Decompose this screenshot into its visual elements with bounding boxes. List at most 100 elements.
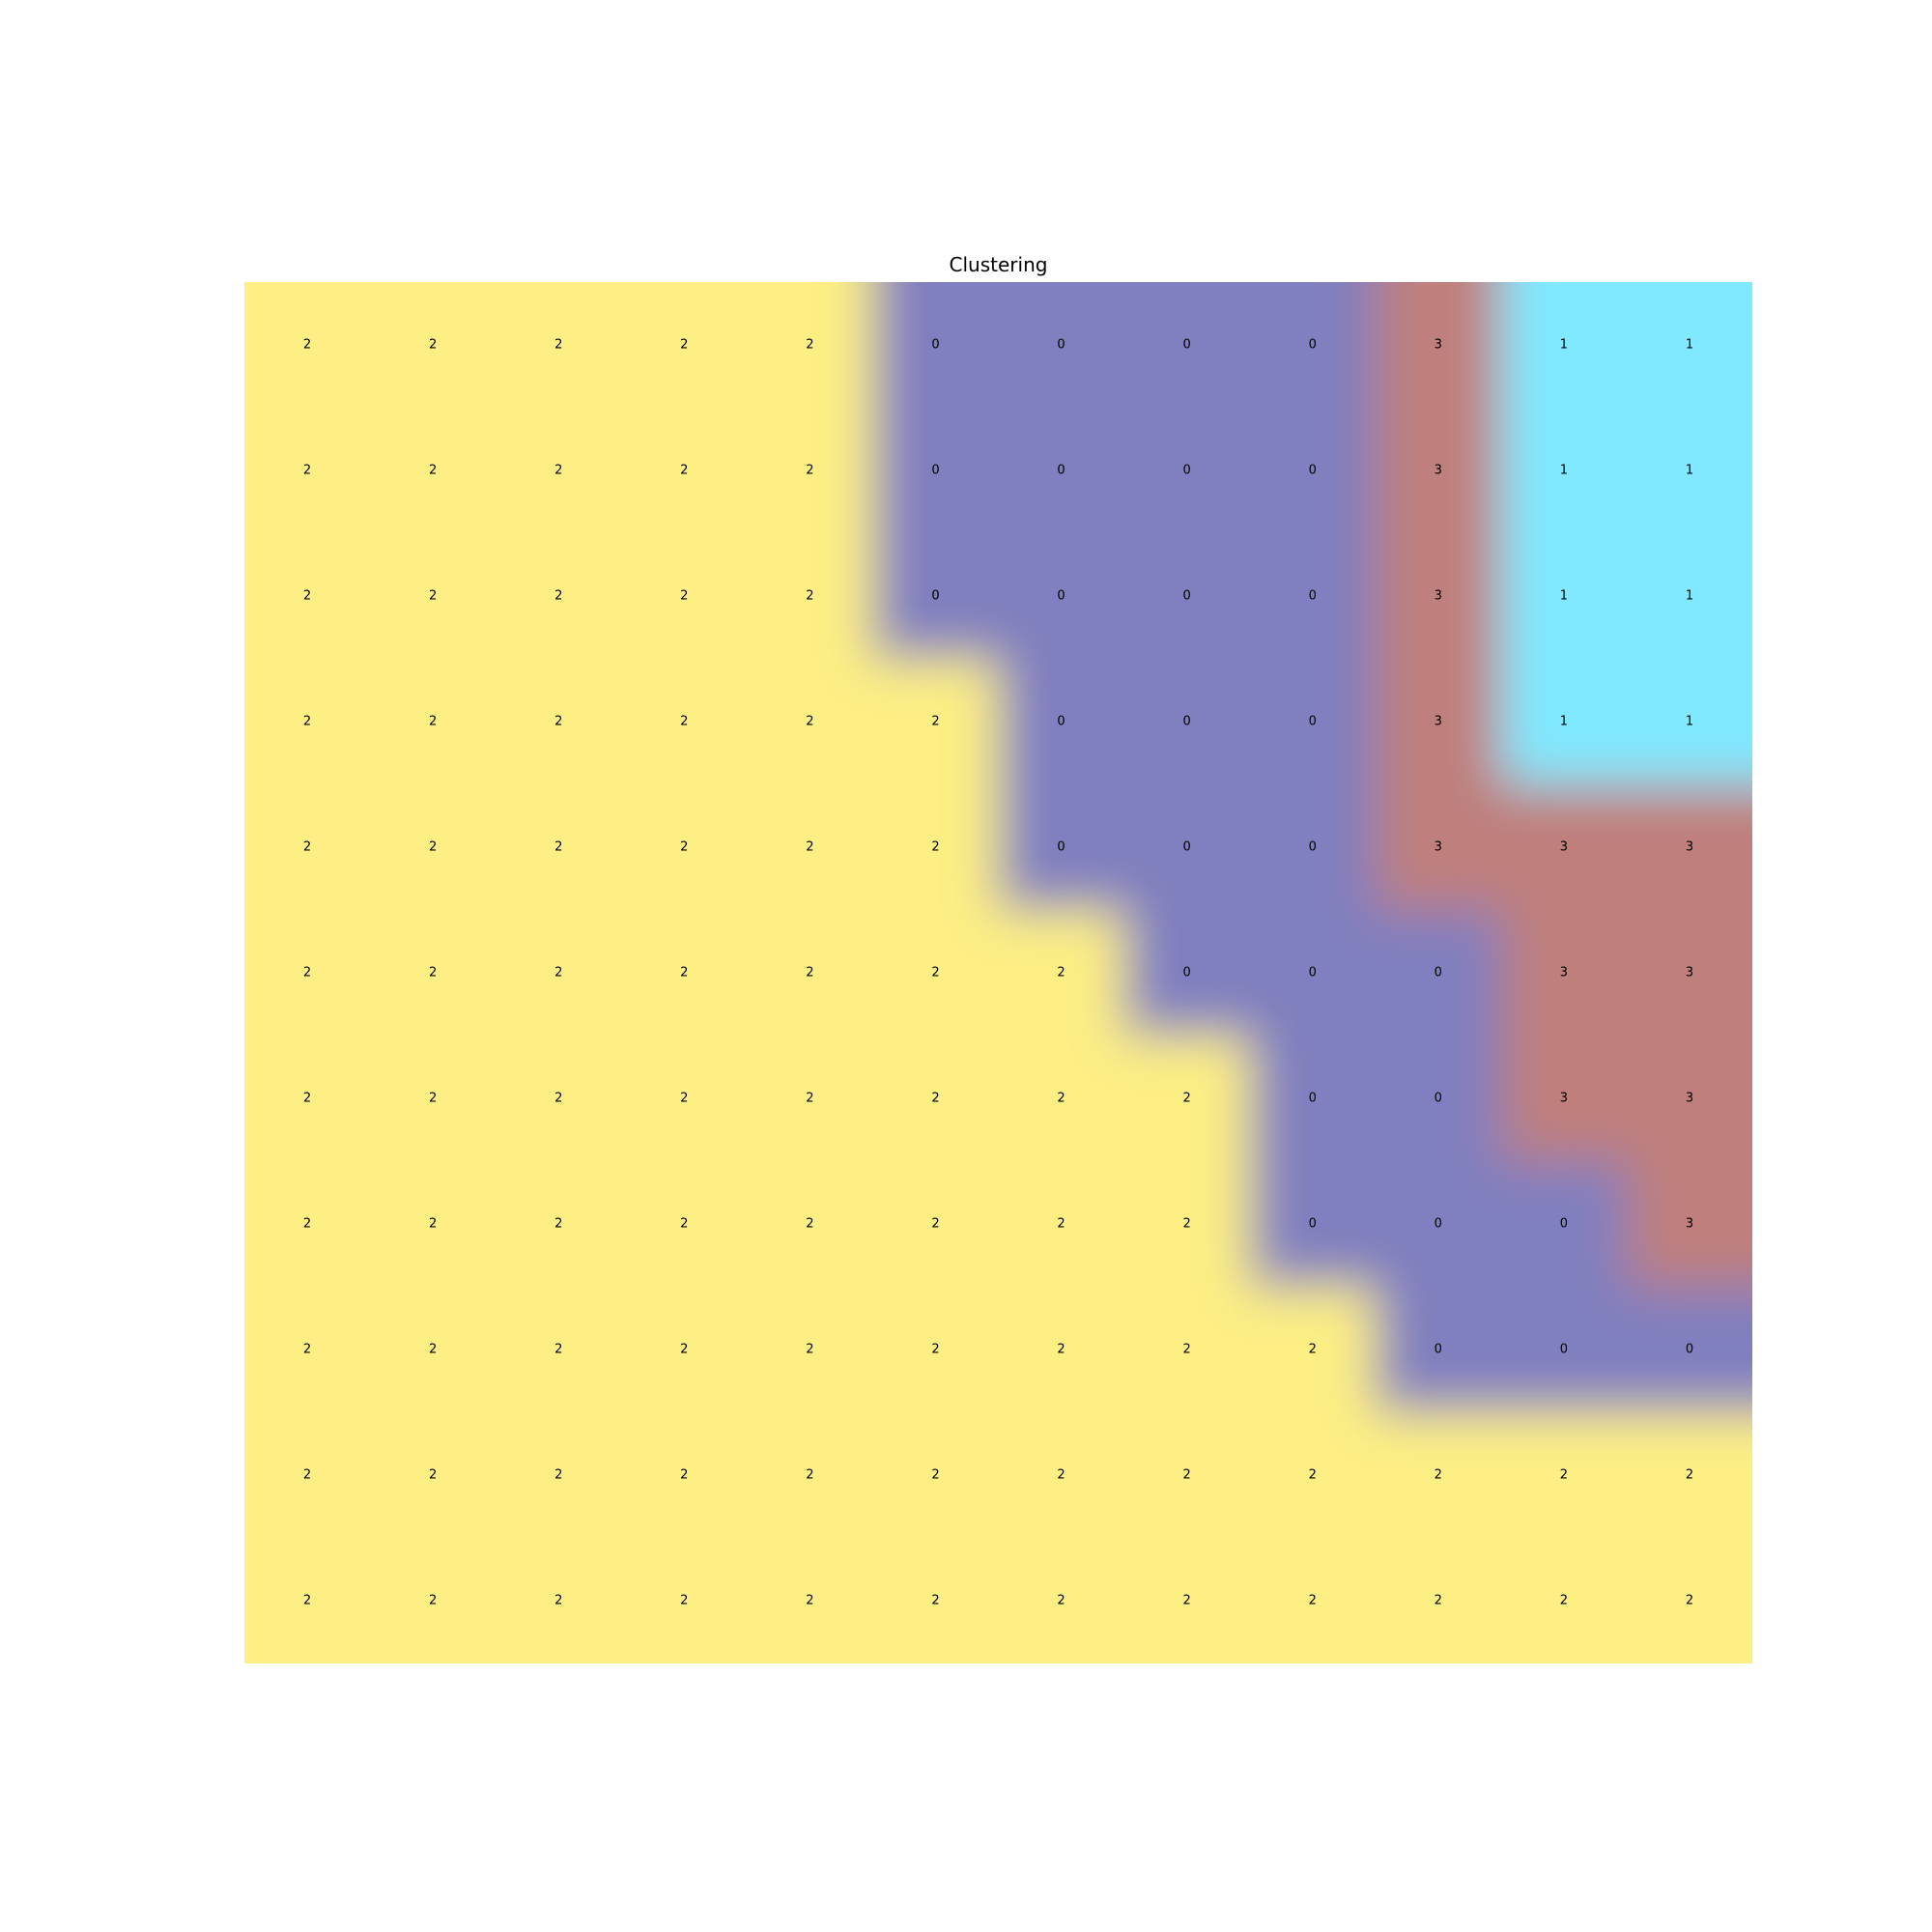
cell-value-label: 3 bbox=[1435, 589, 1442, 604]
heatmap-cell bbox=[244, 1412, 371, 1539]
heatmap-cell bbox=[872, 408, 999, 534]
cell-value-label: 2 bbox=[1686, 1468, 1693, 1483]
cell-value-label: 2 bbox=[806, 840, 813, 855]
heatmap-cell bbox=[496, 1412, 622, 1539]
heatmap-cell bbox=[370, 1161, 497, 1288]
heatmap-cell bbox=[1123, 1161, 1251, 1288]
heatmap-cell bbox=[370, 282, 497, 409]
heatmap-cell bbox=[370, 784, 497, 911]
heatmap-cell bbox=[872, 1538, 999, 1663]
cell-value-label: 2 bbox=[680, 1343, 688, 1357]
heatmap-cell bbox=[747, 533, 873, 660]
heatmap-cell bbox=[872, 1161, 999, 1288]
heatmap-cell bbox=[1249, 1287, 1377, 1413]
cell-value-label: 0 bbox=[1182, 464, 1190, 478]
cell-value-label: 2 bbox=[429, 1468, 437, 1483]
heatmap-cell bbox=[1375, 408, 1502, 534]
cell-value-label: 2 bbox=[1182, 1468, 1190, 1483]
cell-value-label: 0 bbox=[1309, 1217, 1317, 1232]
heatmap-cell bbox=[1249, 1161, 1377, 1288]
heatmap-cell bbox=[1626, 408, 1752, 534]
cell-value-label: 2 bbox=[931, 1594, 939, 1608]
heatmap-cell bbox=[747, 659, 873, 785]
heatmap-cell bbox=[244, 1538, 371, 1663]
heatmap-cell bbox=[1500, 533, 1628, 660]
cell-value-label: 0 bbox=[1182, 840, 1190, 855]
cell-value-label: 2 bbox=[806, 1217, 813, 1232]
cell-value-label: 2 bbox=[429, 338, 437, 353]
cell-value-label: 3 bbox=[1435, 715, 1442, 729]
cell-value-label: 0 bbox=[1686, 1343, 1693, 1357]
cell-value-label: 2 bbox=[429, 715, 437, 729]
heatmap-cell bbox=[621, 784, 748, 911]
cell-value-label: 2 bbox=[429, 1343, 437, 1357]
cell-value-label: 2 bbox=[1182, 1594, 1190, 1608]
cell-value-label: 2 bbox=[806, 1468, 813, 1483]
heatmap-cell bbox=[1626, 910, 1752, 1037]
heatmap-cell bbox=[1626, 659, 1752, 785]
cell-value-label: 2 bbox=[680, 1217, 688, 1232]
cell-value-label: 2 bbox=[806, 1092, 813, 1106]
cell-value-label: 2 bbox=[429, 966, 437, 980]
heatmap-cell bbox=[747, 784, 873, 911]
cell-value-label: 2 bbox=[931, 840, 939, 855]
cell-value-label: 2 bbox=[554, 715, 562, 729]
heatmap-cell bbox=[747, 408, 873, 534]
cell-value-label: 0 bbox=[931, 464, 939, 478]
cell-value-label: 2 bbox=[1182, 1343, 1190, 1357]
heatmap-cell bbox=[872, 282, 999, 409]
heatmap-cell bbox=[621, 408, 748, 534]
heatmap-cell bbox=[370, 910, 497, 1037]
heatmap-cell bbox=[496, 659, 622, 785]
cell-value-label: 2 bbox=[806, 464, 813, 478]
heatmap-cell bbox=[1375, 910, 1502, 1037]
heatmap-cell bbox=[1123, 282, 1251, 409]
heatmap-cell bbox=[244, 1036, 371, 1162]
cell-value-label: 2 bbox=[1182, 1092, 1190, 1106]
heatmap-cell bbox=[872, 533, 999, 660]
cell-value-label: 0 bbox=[1182, 966, 1190, 980]
cell-value-label: 2 bbox=[429, 840, 437, 855]
cell-value-label: 2 bbox=[303, 589, 311, 604]
cell-value-label: 2 bbox=[429, 1594, 437, 1608]
cell-value-label: 2 bbox=[554, 1594, 562, 1608]
cell-value-label: 1 bbox=[1560, 464, 1568, 478]
cell-value-label: 2 bbox=[1309, 1594, 1317, 1608]
heatmap-cell bbox=[1626, 1412, 1752, 1539]
cell-value-label: 2 bbox=[931, 715, 939, 729]
heatmap-cell bbox=[496, 1161, 622, 1288]
heatmap-cell bbox=[244, 1287, 371, 1413]
heatmap-cell bbox=[1375, 784, 1502, 911]
heatmap-cell bbox=[244, 784, 371, 911]
heatmap-cell bbox=[1375, 1412, 1502, 1539]
heatmap-cell bbox=[1249, 408, 1377, 534]
cell-value-label: 2 bbox=[1686, 1594, 1693, 1608]
cell-value-label: 2 bbox=[931, 1468, 939, 1483]
cell-value-label: 2 bbox=[303, 1092, 311, 1106]
heatmap-cell bbox=[1626, 784, 1752, 911]
heatmap-cell bbox=[244, 408, 371, 534]
cell-value-label: 2 bbox=[303, 1343, 311, 1357]
cell-value-label: 0 bbox=[931, 338, 939, 353]
heatmap-cell bbox=[998, 1161, 1125, 1288]
heatmap-cell bbox=[621, 1538, 748, 1663]
cell-value-label: 2 bbox=[303, 1594, 311, 1608]
heatmap-cell bbox=[1249, 533, 1377, 660]
heatmap-cell bbox=[872, 1287, 999, 1413]
cell-value-label: 0 bbox=[1560, 1343, 1568, 1357]
heatmap-cell bbox=[998, 659, 1125, 785]
heatmap-cell bbox=[244, 282, 371, 409]
heatmap-cell bbox=[1626, 1036, 1752, 1162]
cell-value-label: 2 bbox=[554, 1092, 562, 1106]
cell-value-label: 0 bbox=[1309, 1092, 1317, 1106]
cell-value-label: 2 bbox=[1057, 1092, 1065, 1106]
cell-value-label: 2 bbox=[1560, 1468, 1568, 1483]
heatmap-cell bbox=[998, 910, 1125, 1037]
cell-value-label: 2 bbox=[554, 464, 562, 478]
cell-value-label: 0 bbox=[1309, 464, 1317, 478]
cell-value-label: 2 bbox=[1057, 1343, 1065, 1357]
heatmap-cell bbox=[872, 1412, 999, 1539]
cell-value-label: 2 bbox=[806, 715, 813, 729]
heatmap-cell bbox=[998, 784, 1125, 911]
cell-value-label: 2 bbox=[303, 1217, 311, 1232]
